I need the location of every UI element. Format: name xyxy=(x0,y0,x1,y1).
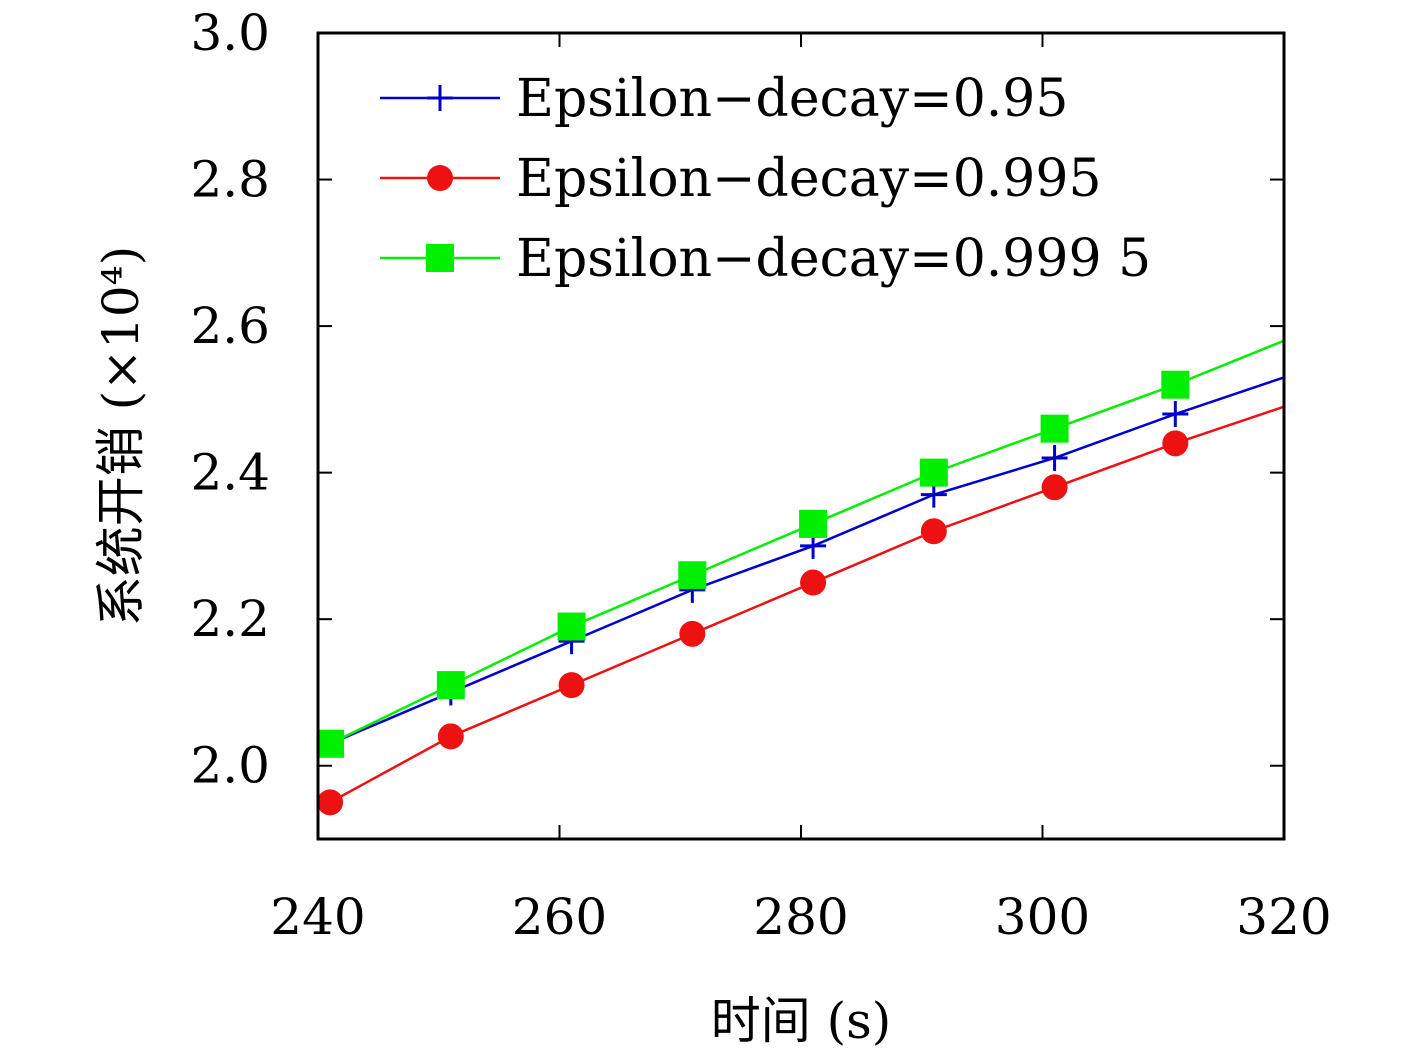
data-point xyxy=(679,620,706,647)
legend-label: Epsilon−decay=0.999 5 xyxy=(516,229,1151,289)
legend: Epsilon−decay=0.95 Epsilon−decay=0.995 Eps… xyxy=(380,69,1151,289)
data-point xyxy=(1040,414,1069,443)
data-point xyxy=(437,723,464,750)
data-point xyxy=(558,672,585,699)
data-point xyxy=(1041,474,1068,501)
axis-ticks: 240 260 280 300 320 2.0 2.2 2.4 2.6 2.8 3.0 xyxy=(190,4,1331,946)
y-tick-label: 2.2 xyxy=(190,590,270,648)
legend-marker xyxy=(427,165,453,191)
legend-entry: Epsilon−decay=0.95 xyxy=(380,69,1068,129)
legend-marker xyxy=(426,244,454,272)
legend-marker xyxy=(427,85,453,111)
data-point xyxy=(436,671,465,700)
y-tick-label: 3.0 xyxy=(190,4,270,62)
x-tick-label: 280 xyxy=(753,888,848,946)
legend-entry: Epsilon−decay=0.995 xyxy=(380,149,1102,209)
legend-label: Epsilon−decay=0.995 xyxy=(516,149,1102,209)
series-1 xyxy=(318,376,1284,757)
plot-area xyxy=(318,339,1284,816)
data-point xyxy=(1161,370,1190,399)
x-tick-label: 300 xyxy=(995,888,1090,946)
data-point xyxy=(557,612,586,641)
data-point xyxy=(1041,444,1068,471)
x-axis-title: 时间 (s) xyxy=(711,992,892,1050)
data-point xyxy=(1162,430,1189,457)
data-point xyxy=(800,569,827,596)
x-tick-label: 240 xyxy=(270,888,365,946)
data-point xyxy=(1162,401,1189,428)
x-tick-label: 260 xyxy=(512,888,607,946)
series-line xyxy=(329,405,1284,804)
series-3 xyxy=(318,339,1284,758)
legend-label: Epsilon−decay=0.95 xyxy=(516,69,1068,129)
data-point xyxy=(920,518,947,545)
y-axis-title: 系统开销 (×10⁴) xyxy=(92,246,150,626)
series-2 xyxy=(318,405,1284,816)
data-point xyxy=(318,789,344,816)
y-tick-label: 2.4 xyxy=(190,444,270,502)
y-tick-label: 2.6 xyxy=(190,297,270,355)
data-point xyxy=(318,729,345,758)
y-tick-label: 2.8 xyxy=(190,151,270,209)
data-point xyxy=(678,561,707,590)
legend-entry: Epsilon−decay=0.999 5 xyxy=(380,229,1151,289)
series-line xyxy=(329,376,1284,745)
data-point xyxy=(919,458,948,487)
x-tick-label: 320 xyxy=(1236,888,1331,946)
data-point xyxy=(799,509,828,538)
y-tick-label: 2.0 xyxy=(190,737,270,795)
